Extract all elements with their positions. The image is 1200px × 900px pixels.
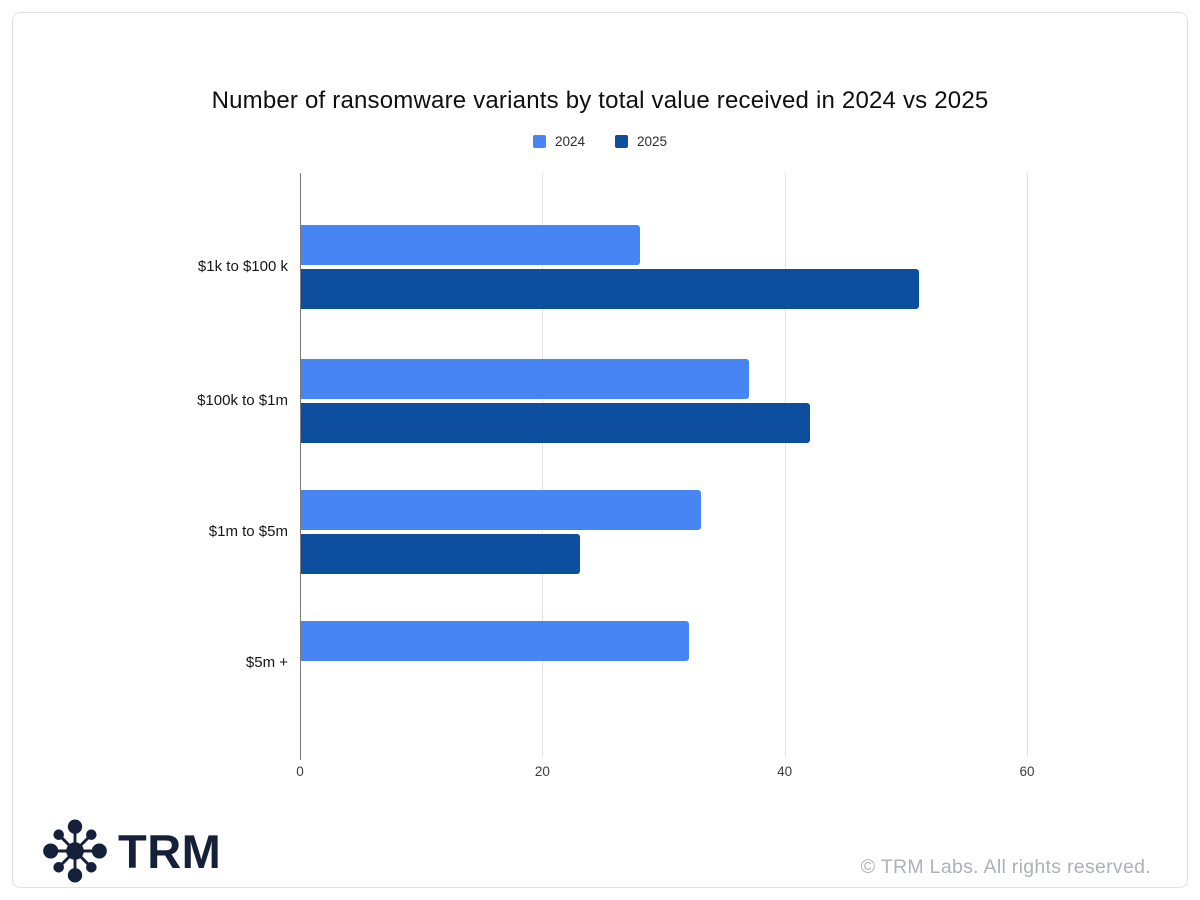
x-tick-label-0: 0 bbox=[296, 764, 304, 779]
legend-swatch-2024 bbox=[532, 135, 546, 148]
x-tick-label-40: 40 bbox=[777, 764, 793, 779]
gridline-x-60 bbox=[1027, 173, 1028, 757]
copyright-text: © TRM Labs. All rights reserved. bbox=[860, 856, 1151, 878]
category-label-2: $1m to $5m bbox=[208, 523, 288, 540]
gridline-x-40 bbox=[784, 173, 786, 757]
category-label-1: $100k to $1m bbox=[197, 392, 288, 409]
x-tick-label-60: 60 bbox=[1019, 764, 1035, 779]
plot-area: 0 20 40 60 $1k to $100 k $100k to $1m $1m to $… bbox=[13, 13, 1187, 887]
bar-2024-category-2 bbox=[301, 490, 701, 530]
category-label-3: $5m + bbox=[245, 654, 288, 671]
axis-zero-line bbox=[300, 173, 301, 760]
bar-2024-category-3 bbox=[301, 621, 689, 661]
gridline-x-20 bbox=[542, 173, 544, 757]
chart-card: Number of ransomware variants by total v… bbox=[12, 12, 1188, 888]
trm-logo: TRM bbox=[43, 813, 221, 889]
chart-title: Number of ransomware variants by total v… bbox=[211, 87, 989, 114]
legend: 2024 2025 bbox=[13, 134, 1187, 149]
legend-item-2024: 2024 bbox=[532, 134, 585, 149]
bar-2024-category-1 bbox=[301, 359, 750, 399]
bar-2025-category-0 bbox=[301, 269, 919, 309]
x-tick-label-20: 20 bbox=[534, 764, 550, 779]
legend-label-2024: 2024 bbox=[554, 134, 585, 149]
bar-2025-category-2 bbox=[301, 534, 580, 574]
legend-swatch-2025 bbox=[615, 135, 628, 148]
bar-2024-category-0 bbox=[301, 225, 641, 265]
legend-label-2025: 2025 bbox=[637, 134, 668, 149]
bar-2025-category-1 bbox=[301, 403, 810, 443]
trm-logo-text: TRM bbox=[118, 824, 222, 878]
legend-item-2025: 2025 bbox=[615, 134, 667, 149]
category-label-0: $1k to $100 k bbox=[197, 258, 288, 275]
network-hub-icon bbox=[43, 819, 107, 883]
